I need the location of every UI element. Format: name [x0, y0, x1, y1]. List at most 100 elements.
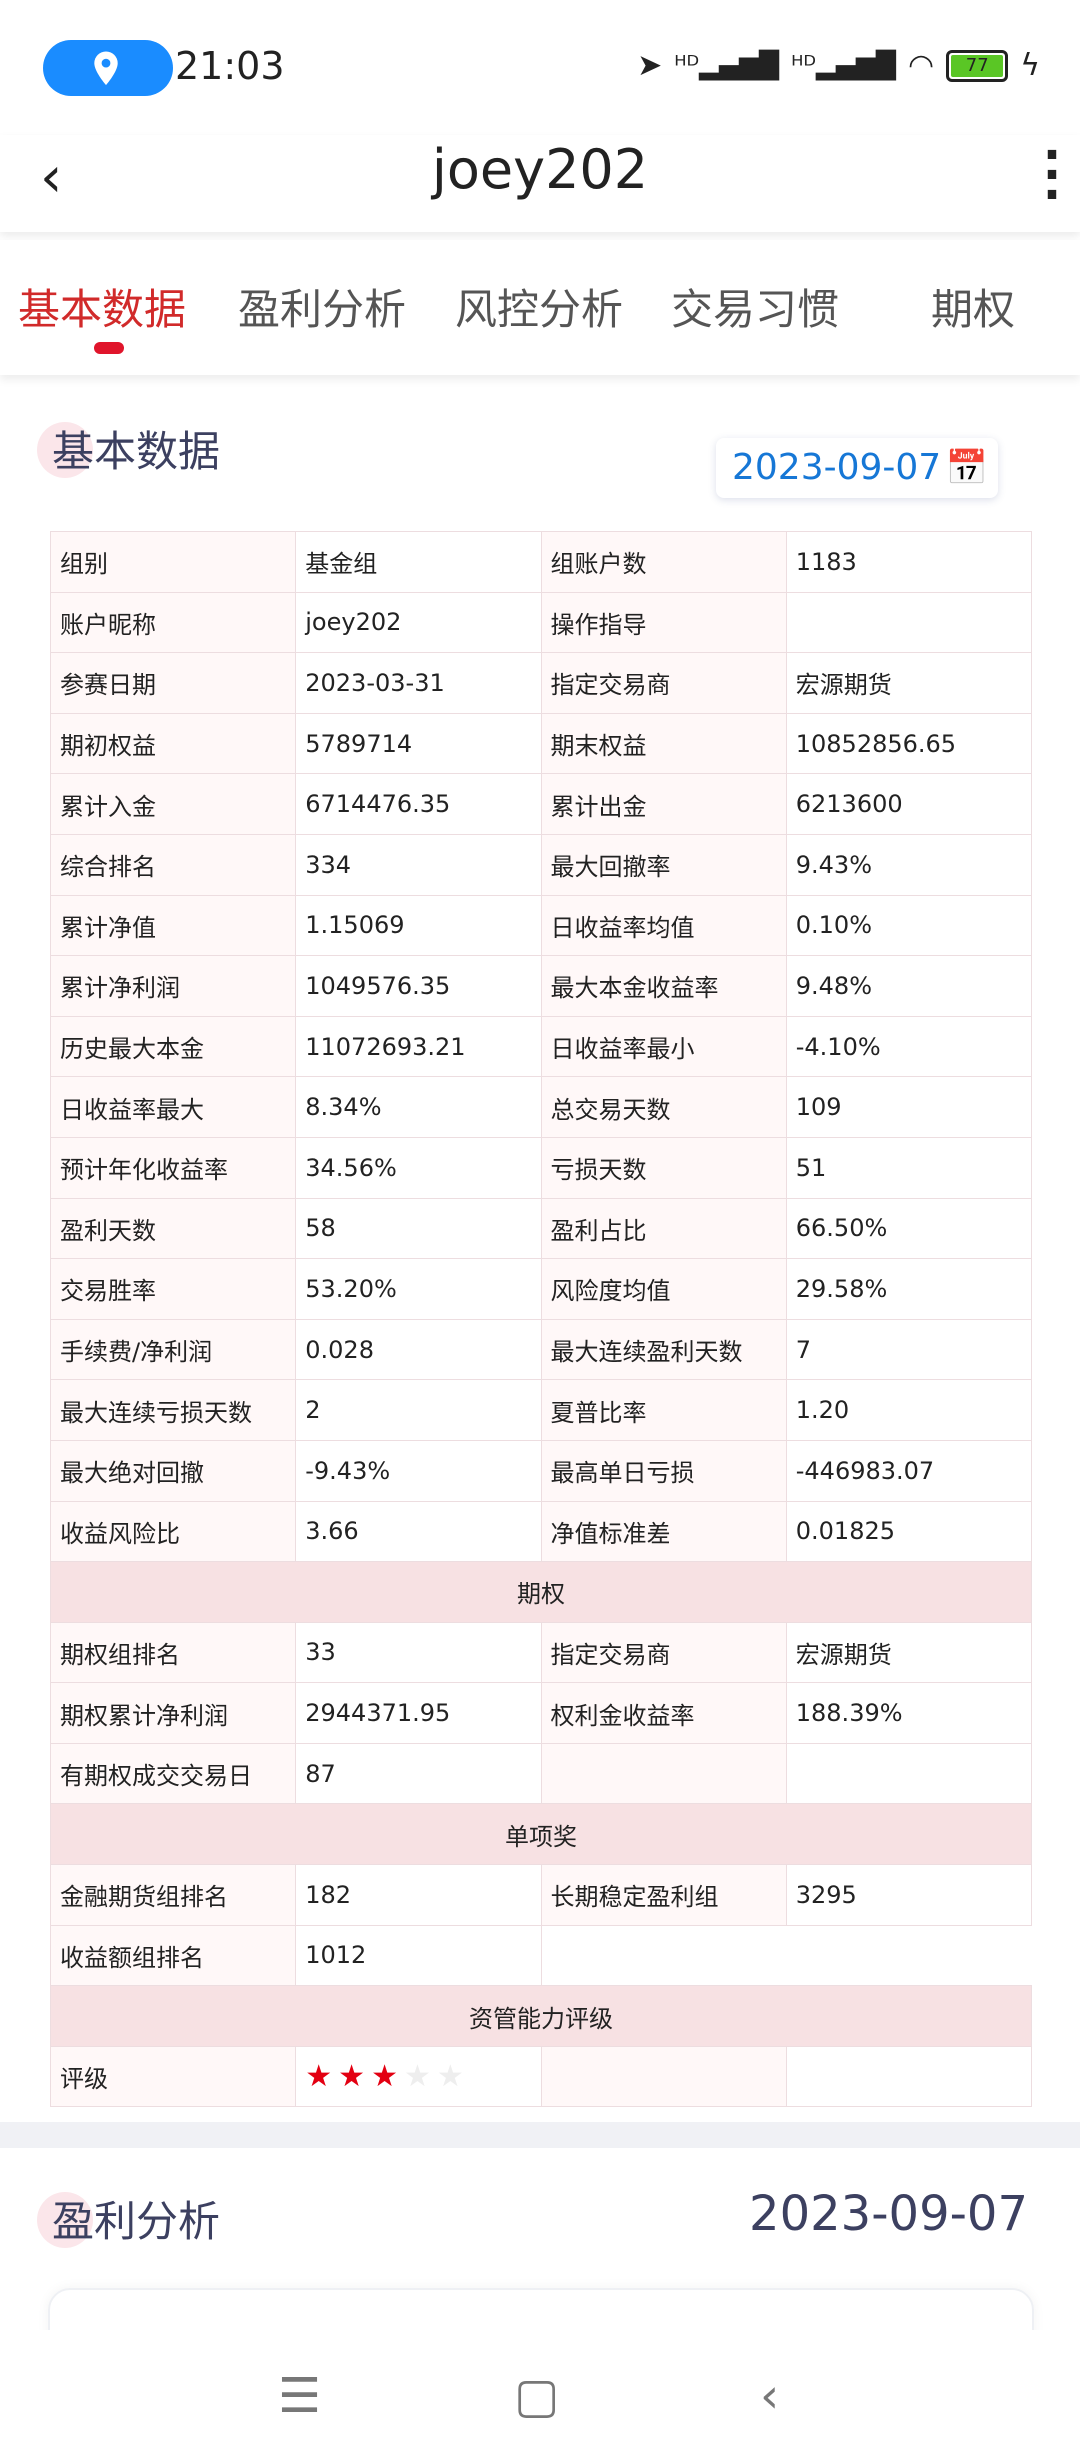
table-row: 参赛日期 2023-03-31 指定交易商 宏源期货	[49, 652, 1033, 714]
cell-value: 51	[785, 1136, 1033, 1199]
rating-row: 评级 ★★★★★	[49, 2045, 1033, 2108]
cell-label: 指定交易商	[540, 1621, 787, 1684]
section-title-basic: 基本数据	[37, 418, 220, 479]
tab-profit-analysis[interactable]: 盈利分析	[238, 285, 407, 334]
cell-value: 2023-03-31	[295, 652, 542, 714]
system-nav-bar: ☰ ▢ ‹	[0, 2330, 1080, 2460]
table-row: 累计入金 6714476.35 累计出金 6213600	[49, 773, 1033, 835]
cell-value	[785, 1742, 1033, 1805]
table-row: 日收益率最大 8.34% 总交易天数 109	[49, 1076, 1033, 1138]
profit-date: 2023-09-07	[749, 2186, 1028, 2242]
cell-value: 33	[295, 1621, 542, 1684]
section-divider	[0, 2122, 1080, 2148]
charging-icon: ϟ	[1020, 48, 1040, 83]
date-picker[interactable]: 2023-09-07 📅	[716, 438, 998, 498]
star-icon: ★	[338, 2059, 372, 2095]
table-row: 手续费/净利润 0.028 最大连续盈利天数 7	[49, 1318, 1033, 1381]
cell-label: 账户昵称	[49, 591, 297, 654]
cell-label: 指定交易商	[540, 652, 787, 714]
location-pill-icon[interactable]	[43, 40, 173, 96]
table-row: 累计净值 1.15069 日收益率均值 0.10%	[49, 894, 1033, 957]
tab-options[interactable]: 期权	[931, 285, 1016, 334]
cell-value: 87	[295, 1742, 542, 1805]
cell-value: 9.43%	[785, 833, 1033, 896]
cell-label: 评级	[49, 2045, 297, 2108]
cell-value: 182	[295, 1864, 542, 1926]
cell-value: 6714476.35	[295, 773, 542, 835]
table-row: 交易胜率 53.20% 风险度均值 29.58%	[49, 1258, 1033, 1320]
cell-value: 8.34%	[295, 1076, 542, 1138]
signal-hd-icon: ᴴᴰ▂▄▆█	[674, 50, 780, 81]
cell-value: 0.028	[295, 1318, 542, 1381]
tab-trading-habits[interactable]: 交易习惯	[671, 285, 840, 334]
cell-label: 最高单日亏损	[540, 1439, 787, 1502]
table-row: 累计净利润 1049576.35 最大本金收益率 9.48%	[49, 955, 1033, 1017]
cell-value: 58	[295, 1197, 542, 1260]
table-row: 最大绝对回撤 -9.43% 最高单日亏损 -446983.07	[49, 1439, 1033, 1502]
cell-label: 最大本金收益率	[540, 955, 787, 1017]
cell-label: 操作指导	[540, 591, 787, 654]
cell-value: 宏源期货	[785, 1621, 1033, 1684]
cell-value: 10852856.65	[785, 712, 1033, 775]
cell-label: 净值标准差	[540, 1500, 787, 1563]
cell-label: 预计年化收益率	[49, 1136, 297, 1199]
cell-value: 6213600	[785, 773, 1033, 835]
cell-label: 夏普比率	[540, 1379, 787, 1441]
tab-bar: 基本数据 盈利分析 风控分析 交易习惯 期权	[0, 240, 1080, 375]
cell-value: 1012	[295, 1924, 542, 1987]
cell-value: 34.56%	[295, 1136, 542, 1199]
cell-value: 109	[785, 1076, 1033, 1138]
tab-basic-data[interactable]: 基本数据	[18, 285, 187, 334]
battery-icon: 77	[946, 49, 1009, 82]
cell-label: 累计出金	[540, 773, 787, 835]
cell-label: 最大连续亏损天数	[49, 1379, 297, 1441]
cell-label: 金融期货组排名	[49, 1864, 297, 1926]
cell-value: 7	[785, 1318, 1033, 1381]
navigation-icon: ➤	[637, 48, 663, 83]
star-icon: ★	[371, 2059, 404, 2095]
cell-value: 53.20%	[295, 1258, 542, 1320]
table-row: 金融期货组排名 182 长期稳定盈利组 3295	[49, 1864, 1033, 1926]
cell-label: 累计净利润	[49, 955, 297, 1017]
cell-label: 期权组排名	[49, 1621, 297, 1684]
app-header: ‹ joey202 · · ·	[0, 127, 1080, 232]
tab-risk-analysis[interactable]: 风控分析	[455, 285, 624, 334]
section-header: 期权	[50, 1561, 1032, 1623]
cell-value: 2944371.95	[295, 1682, 542, 1744]
cell-value: 334	[295, 833, 542, 896]
section-title-profit: 盈利分析	[37, 2188, 220, 2249]
cell-value: 宏源期货	[785, 652, 1033, 714]
cell-value: 9.48%	[785, 955, 1033, 1017]
cell-value: 5789714	[295, 712, 542, 775]
cell-label: 总交易天数	[540, 1076, 787, 1138]
star-icon: ★	[305, 2059, 339, 2095]
cell-value: 1.15069	[295, 894, 542, 957]
more-options-icon[interactable]: · · ·	[1042, 127, 1062, 223]
cell-label: 期末权益	[540, 712, 787, 775]
home-icon[interactable]: ▢	[514, 2368, 560, 2424]
table-row: 期初权益 5789714 期末权益 10852856.65	[49, 712, 1033, 775]
star-icon: ★	[436, 2059, 470, 2095]
cell-value: 1183	[785, 531, 1033, 593]
table-row: 综合排名 334 最大回撤率 9.43%	[49, 833, 1033, 896]
cell-value: -4.10%	[785, 1015, 1033, 1078]
status-bar: 21:03 ➤ ᴴᴰ▂▄▆█ ᴴᴰ▂▄▆█ ◠ 77 ϟ	[0, 0, 1080, 135]
active-tab-indicator	[94, 342, 124, 354]
empty-cell	[541, 1925, 1032, 1986]
cell-value: 0.10%	[785, 894, 1033, 957]
cell-label: 参赛日期	[49, 652, 297, 714]
table-row: 最大连续亏损天数 2 夏普比率 1.20	[49, 1379, 1033, 1441]
cell-label: 收益额组排名	[49, 1924, 297, 1987]
basic-data-table: 组别 基金组 组账户数 1183 账户昵称 joey202 操作指导 参赛日期 2023-03-…	[49, 531, 1033, 2108]
cell-value: -446983.07	[785, 1439, 1033, 1502]
cell-label: 组别	[49, 531, 297, 593]
cell-label: 亏损天数	[540, 1136, 787, 1199]
section-header: 单项奖	[50, 1803, 1032, 1866]
cell-label: 最大回撤率	[540, 833, 787, 896]
menu-icon[interactable]: ☰	[278, 2368, 322, 2424]
table-row: 盈利天数 58 盈利占比 66.50%	[49, 1197, 1033, 1260]
back-icon[interactable]: ‹	[760, 2368, 780, 2424]
cell-label: 最大连续盈利天数	[540, 1318, 787, 1381]
back-button[interactable]: ‹	[40, 145, 63, 210]
clock: 21:03	[175, 44, 285, 88]
